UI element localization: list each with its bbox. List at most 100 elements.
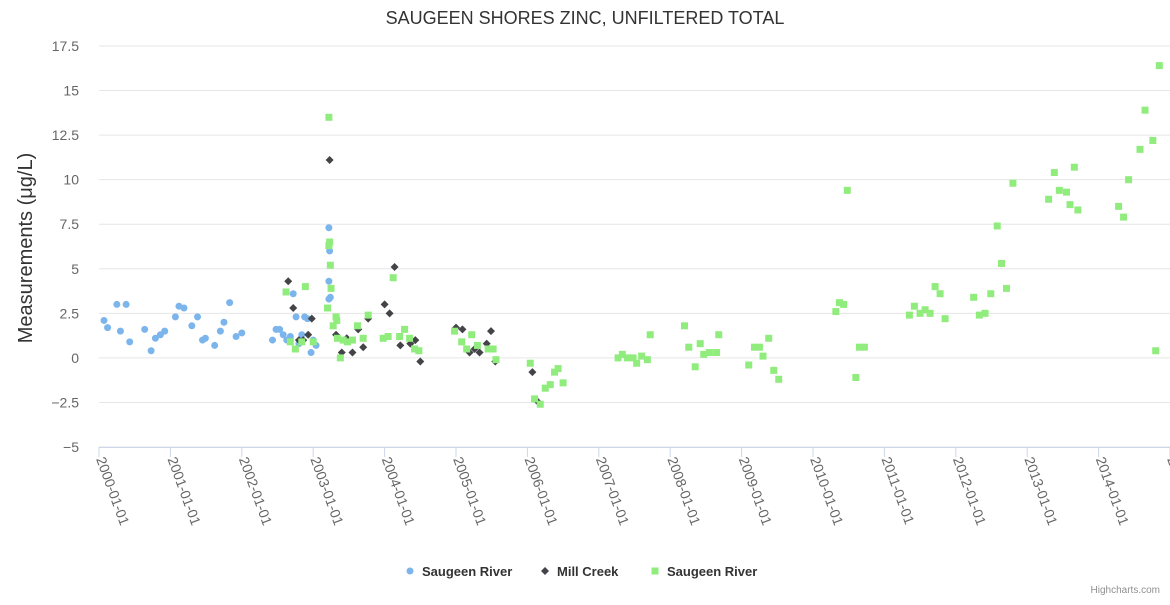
data-point[interactable]	[180, 304, 188, 312]
data-point[interactable]	[359, 334, 367, 342]
legend-item[interactable]: Mill Creek	[541, 564, 619, 579]
data-point[interactable]	[332, 313, 340, 321]
data-point[interactable]	[484, 345, 492, 353]
data-point[interactable]	[194, 313, 202, 321]
legend-item[interactable]: Saugeen River	[406, 564, 513, 579]
data-point[interactable]	[629, 354, 637, 362]
data-point[interactable]	[993, 222, 1001, 230]
data-point[interactable]	[333, 334, 341, 342]
data-point[interactable]	[188, 322, 196, 330]
data-point[interactable]	[151, 334, 159, 342]
data-point[interactable]	[307, 314, 316, 323]
data-point[interactable]	[325, 156, 334, 165]
legend-symbol-diamond[interactable]	[541, 567, 549, 575]
data-point[interactable]	[852, 373, 860, 381]
data-point[interactable]	[1002, 284, 1010, 292]
data-point[interactable]	[1115, 202, 1123, 210]
data-point[interactable]	[905, 311, 913, 319]
data-point[interactable]	[326, 247, 334, 255]
data-point[interactable]	[643, 356, 651, 364]
data-point[interactable]	[646, 331, 654, 339]
credits-link[interactable]: Highcharts.com	[1090, 585, 1160, 596]
data-point[interactable]	[359, 343, 368, 352]
data-point[interactable]	[835, 299, 843, 307]
data-point[interactable]	[1062, 188, 1070, 196]
data-point[interactable]	[755, 343, 763, 351]
data-point[interactable]	[941, 315, 949, 323]
data-point[interactable]	[269, 336, 277, 344]
data-point[interactable]	[326, 238, 334, 246]
data-point[interactable]	[279, 331, 287, 339]
legend-symbol-circle[interactable]	[406, 567, 414, 575]
data-point[interactable]	[765, 334, 773, 342]
data-point[interactable]	[238, 329, 246, 337]
data-point[interactable]	[326, 261, 334, 269]
data-point[interactable]	[1152, 347, 1160, 355]
data-point[interactable]	[307, 349, 315, 357]
data-point[interactable]	[623, 354, 631, 362]
data-point[interactable]	[390, 262, 399, 271]
data-point[interactable]	[832, 308, 840, 316]
data-point[interactable]	[559, 379, 567, 387]
data-point[interactable]	[458, 325, 467, 334]
data-point[interactable]	[715, 331, 723, 339]
data-point[interactable]	[775, 375, 783, 383]
data-point[interactable]	[1155, 62, 1163, 70]
data-point[interactable]	[492, 356, 500, 364]
data-point[interactable]	[638, 352, 646, 360]
data-point[interactable]	[700, 350, 708, 358]
data-point[interactable]	[323, 304, 331, 312]
data-point[interactable]	[396, 333, 404, 341]
data-point[interactable]	[122, 300, 130, 308]
legend-symbol-square[interactable]	[651, 567, 659, 575]
data-point[interactable]	[303, 315, 311, 323]
data-point[interactable]	[384, 333, 392, 341]
data-point[interactable]	[840, 300, 848, 308]
data-point[interactable]	[364, 311, 372, 319]
data-point[interactable]	[463, 345, 471, 353]
data-point[interactable]	[916, 309, 924, 317]
data-point[interactable]	[1070, 163, 1078, 171]
data-point[interactable]	[325, 295, 333, 303]
data-point[interactable]	[1045, 195, 1053, 203]
data-point[interactable]	[458, 338, 466, 346]
data-point[interactable]	[336, 354, 344, 362]
data-point[interactable]	[1050, 169, 1058, 177]
data-point[interactable]	[211, 341, 219, 349]
data-point[interactable]	[325, 242, 333, 250]
data-point[interactable]	[759, 352, 767, 360]
data-point[interactable]	[1120, 213, 1128, 221]
data-point[interactable]	[389, 274, 397, 282]
data-point[interactable]	[970, 293, 978, 301]
data-point[interactable]	[685, 343, 693, 351]
data-point[interactable]	[451, 327, 459, 335]
data-point[interactable]	[750, 343, 758, 351]
data-point[interactable]	[216, 327, 224, 335]
data-point[interactable]	[232, 333, 240, 341]
data-point[interactable]	[475, 348, 484, 357]
data-point[interactable]	[713, 349, 721, 357]
data-point[interactable]	[282, 288, 290, 296]
data-point[interactable]	[415, 347, 423, 355]
data-point[interactable]	[705, 349, 713, 357]
data-point[interactable]	[291, 345, 299, 353]
data-point[interactable]	[1074, 206, 1082, 214]
data-point[interactable]	[333, 316, 341, 324]
data-point[interactable]	[286, 333, 294, 341]
data-point[interactable]	[301, 283, 309, 291]
data-point[interactable]	[201, 334, 209, 342]
data-point[interactable]	[379, 334, 387, 342]
data-point[interactable]	[304, 330, 313, 339]
data-point[interactable]	[401, 325, 409, 333]
data-point[interactable]	[161, 327, 169, 335]
data-point[interactable]	[489, 345, 497, 353]
data-point[interactable]	[289, 290, 297, 298]
data-point[interactable]	[618, 350, 626, 358]
data-point[interactable]	[276, 325, 284, 333]
data-point[interactable]	[745, 361, 753, 369]
data-point[interactable]	[975, 311, 983, 319]
data-point[interactable]	[931, 283, 939, 291]
data-point[interactable]	[526, 359, 534, 367]
data-point[interactable]	[411, 345, 419, 353]
data-point[interactable]	[1009, 179, 1017, 187]
